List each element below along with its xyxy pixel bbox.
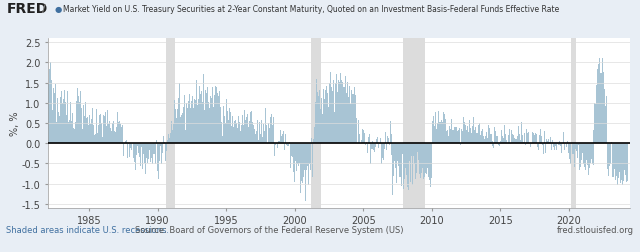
Text: FRED: FRED [6,3,47,16]
Bar [166,39,175,208]
Text: ●: ● [54,5,61,14]
Text: Source: Board of Governors of the Federal Reserve System (US): Source: Board of Governors of the Federa… [134,225,403,234]
Text: Market Yield on U.S. Treasury Securities at 2-Year Constant Maturity, Quoted on : Market Yield on U.S. Treasury Securities… [63,5,559,14]
Text: Shaded areas indicate U.S. recessions.: Shaded areas indicate U.S. recessions. [6,225,170,234]
Bar [571,39,575,208]
Y-axis label: %, %: %, % [10,111,20,136]
Text: /: / [42,5,45,14]
Text: fred.stlouisfed.org: fred.stlouisfed.org [557,225,634,234]
Bar [403,39,425,208]
Bar [310,39,321,208]
